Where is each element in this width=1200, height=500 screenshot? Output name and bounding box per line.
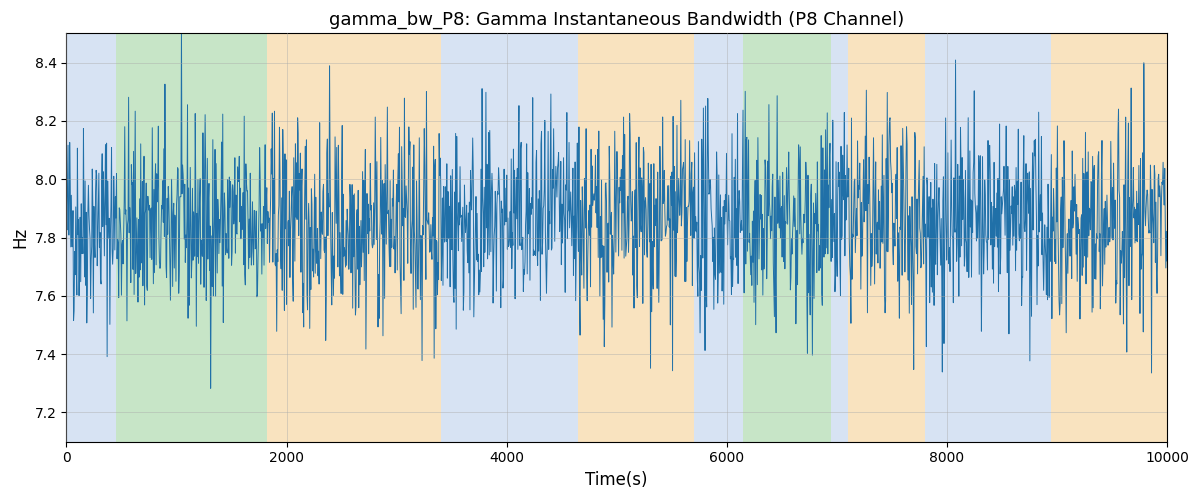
- Bar: [440, 34, 578, 442]
- Bar: [66, 34, 116, 442]
- X-axis label: Time(s): Time(s): [586, 471, 648, 489]
- Bar: [578, 34, 694, 442]
- Bar: [266, 34, 440, 442]
- Y-axis label: Hz: Hz: [11, 227, 29, 248]
- Bar: [116, 34, 266, 442]
- Bar: [694, 34, 743, 442]
- Bar: [743, 34, 832, 442]
- Bar: [1051, 34, 1166, 442]
- Bar: [847, 34, 925, 442]
- Title: gamma_bw_P8: Gamma Instantaneous Bandwidth (P8 Channel): gamma_bw_P8: Gamma Instantaneous Bandwid…: [329, 11, 905, 30]
- Bar: [832, 34, 847, 442]
- Bar: [925, 34, 1051, 442]
